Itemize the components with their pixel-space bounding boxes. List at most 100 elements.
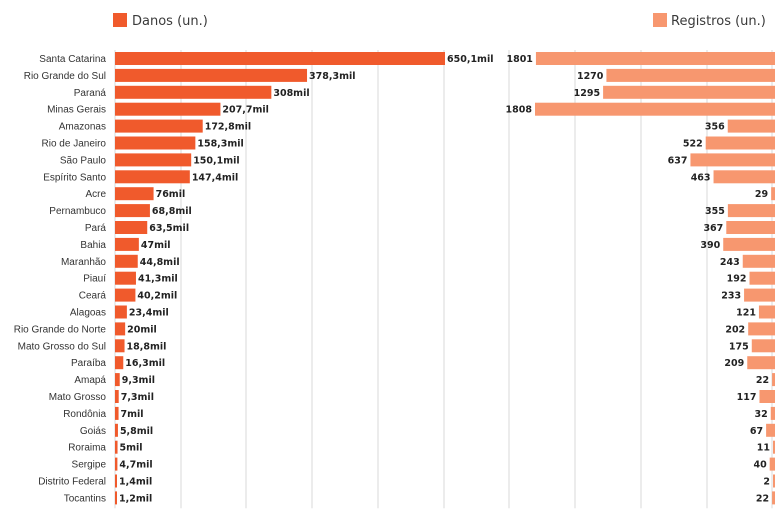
registros-value-label: 175	[729, 341, 749, 352]
registros-value-label: 390	[700, 240, 720, 251]
legend-registros-label: Registros (un.)	[671, 14, 766, 29]
registros-value-label: 121	[736, 308, 756, 319]
danos-value-label: 1,2mil	[119, 493, 152, 504]
danos-bar	[115, 221, 148, 234]
danos-bar	[115, 457, 118, 471]
registros-value-label: 202	[725, 324, 745, 335]
category-label: Pernambuco	[49, 206, 106, 217]
registros-value-label: 1270	[577, 71, 604, 82]
category-label: Rio de Janeiro	[42, 139, 107, 150]
registros-bar	[727, 204, 775, 218]
registros-value-label: 67	[750, 426, 763, 437]
registros-bar	[769, 457, 775, 471]
danos-value-label: 207,7mil	[222, 105, 268, 116]
registros-value-label: 233	[721, 291, 741, 302]
danos-value-label: 47mil	[141, 240, 171, 251]
registros-bar	[771, 187, 775, 201]
category-label: Tocantins	[64, 493, 106, 504]
registros-series: 1801127012951808356522637463293553673902…	[506, 52, 775, 505]
legend-registros: Registros (un.)	[653, 13, 766, 29]
danos-bar	[115, 423, 118, 437]
danos-bar	[115, 102, 221, 116]
grid-layer	[114, 50, 773, 509]
danos-value-label: 16,3mil	[125, 358, 165, 369]
category-label: Bahia	[80, 240, 106, 251]
registros-value-label: 2	[763, 477, 770, 488]
danos-value-label: 23,4mil	[129, 308, 169, 319]
category-label: Goiás	[80, 426, 106, 437]
registros-bar	[751, 339, 775, 353]
registros-bar	[742, 254, 775, 268]
danos-value-label: 1,4mil	[119, 477, 152, 488]
registros-bar	[748, 322, 775, 336]
registros-value-label: 29	[755, 189, 768, 200]
danos-bar	[115, 153, 192, 167]
danos-value-label: 9,3mil	[122, 375, 155, 386]
registros-bar	[749, 271, 775, 285]
registros-bar	[535, 102, 775, 116]
danos-bar	[115, 390, 119, 403]
registros-value-label: 637	[668, 155, 688, 166]
category-label: Alagoas	[70, 308, 106, 319]
registros-bar	[705, 136, 775, 150]
registros-value-label: 1295	[574, 88, 600, 99]
category-label: Espírito Santo	[43, 172, 106, 183]
danos-value-label: 20mil	[127, 324, 157, 335]
category-label: Acre	[85, 189, 106, 200]
danos-value-label: 4,7mil	[119, 460, 152, 471]
registros-bar	[727, 119, 775, 133]
registros-bar	[773, 440, 775, 454]
danos-bar	[115, 187, 154, 201]
registros-bar	[759, 390, 775, 403]
danos-bar	[115, 406, 119, 420]
registros-value-label: 243	[720, 257, 740, 268]
registros-bar	[766, 423, 775, 437]
category-label: Santa Catarina	[39, 54, 106, 65]
registros-bar	[713, 170, 775, 184]
danos-bar	[115, 254, 138, 268]
danos-value-label: 308mil	[273, 88, 309, 99]
registros-value-label: 22	[756, 493, 769, 504]
danos-bar	[115, 237, 139, 251]
danos-value-label: 172,8mil	[205, 122, 251, 133]
registros-value-label: 117	[737, 392, 757, 403]
registros-bar	[744, 288, 775, 302]
danos-bar	[115, 271, 136, 285]
legend-danos: Danos (un.)	[113, 13, 208, 29]
category-label: Mato Grosso do Sul	[18, 341, 106, 352]
danos-value-label: 147,4mil	[192, 172, 238, 183]
danos-value-label: 650,1mil	[447, 54, 493, 65]
danos-bar	[115, 440, 118, 454]
danos-bar	[115, 136, 196, 150]
legend-danos-label: Danos (un.)	[132, 14, 208, 29]
category-label: Rio Grande do Sul	[24, 71, 106, 82]
registros-bar	[772, 491, 775, 505]
danos-bar	[115, 339, 125, 353]
registros-value-label: 22	[756, 375, 769, 386]
danos-value-label: 158,3mil	[197, 139, 243, 150]
registros-value-label: 40	[753, 460, 767, 471]
danos-bar	[115, 85, 272, 99]
danos-bar	[115, 474, 117, 488]
registros-value-label: 356	[705, 122, 725, 133]
danos-bar	[115, 305, 127, 319]
registros-value-label: 355	[705, 206, 725, 217]
danos-value-label: 18,8mil	[127, 341, 167, 352]
danos-value-label: 40,2mil	[137, 291, 177, 302]
category-label: Amazonas	[59, 122, 106, 133]
danos-value-label: 5mil	[120, 443, 143, 454]
danos-bar	[115, 373, 120, 387]
registros-bar	[690, 153, 775, 167]
registros-bar	[758, 305, 775, 319]
category-label: Ceará	[79, 291, 107, 302]
registros-bar	[723, 237, 775, 251]
danos-value-label: 7,3mil	[121, 392, 154, 403]
registros-bar	[773, 474, 775, 488]
danos-bar	[115, 119, 203, 133]
danos-bar	[115, 491, 117, 505]
danos-value-label: 68,8mil	[152, 206, 192, 217]
danos-value-label: 41,3mil	[138, 274, 178, 285]
danos-bar	[115, 204, 150, 218]
